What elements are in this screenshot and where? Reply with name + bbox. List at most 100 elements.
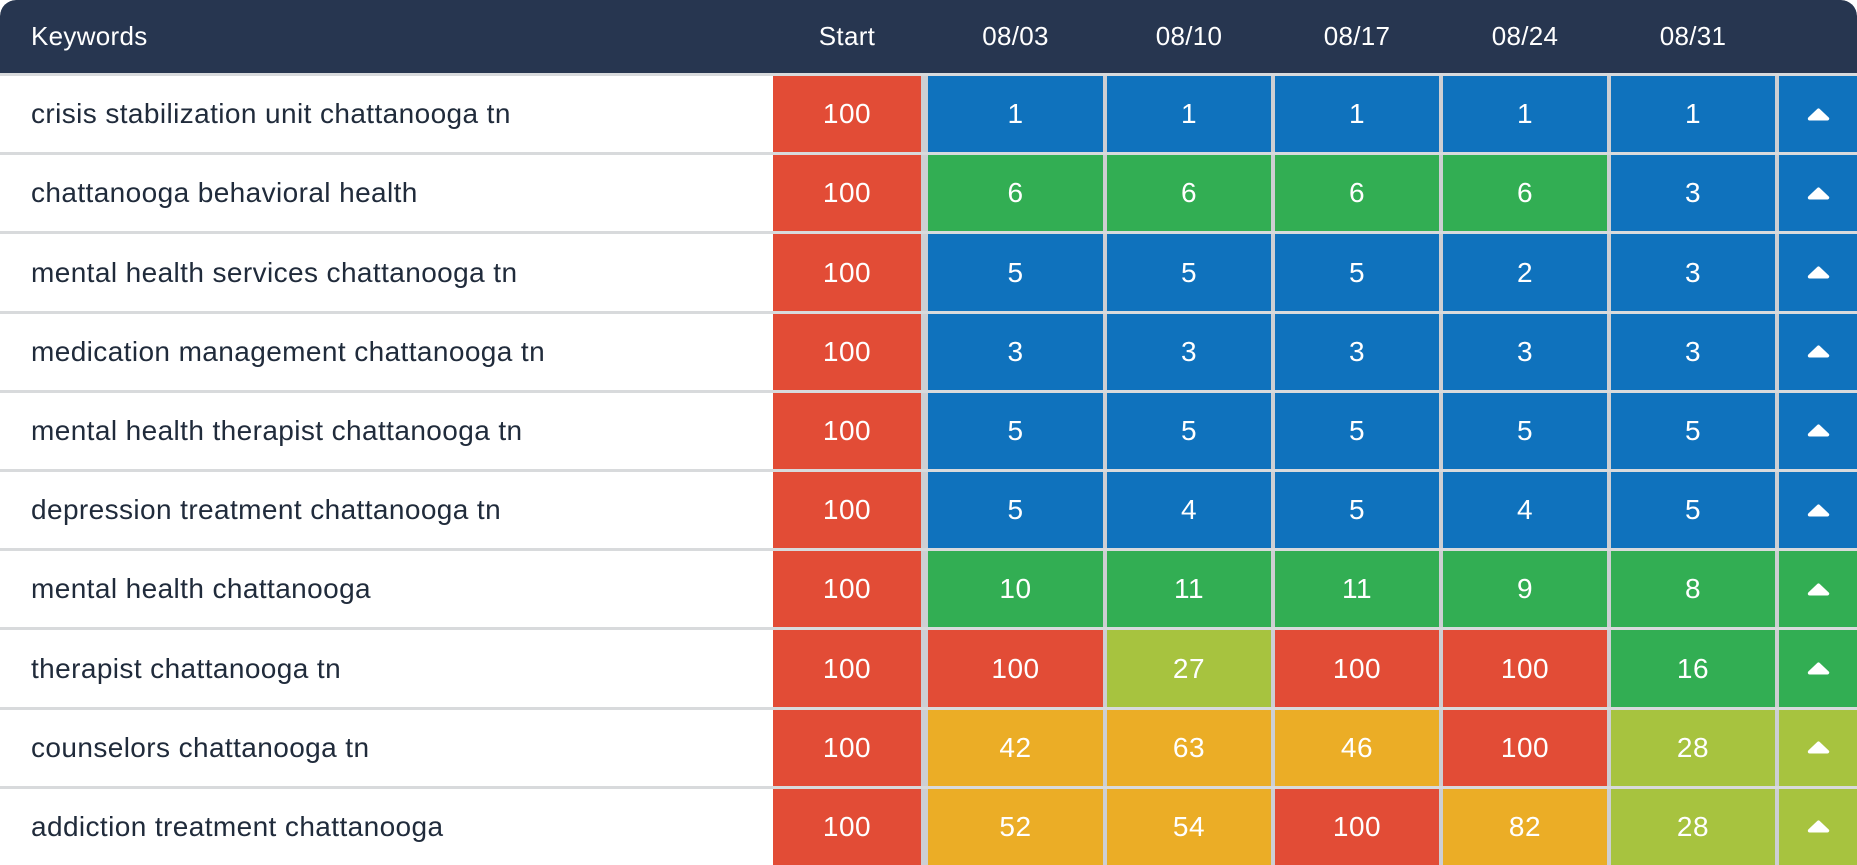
column-header-date-0817: 08/17	[1323, 21, 1391, 51]
table-body: crisis stabilization unit chattanooga tn…	[0, 76, 1857, 865]
rank-cell: 8	[1611, 551, 1775, 628]
rank-cells: 100 3 3 3 3 3	[773, 313, 1857, 390]
table-row: mental health therapist chattanooga tn 10…	[0, 392, 1857, 473]
trend-cell	[1779, 155, 1857, 232]
rank-cell: 100	[1275, 630, 1439, 707]
column-header-keywords: Keywords	[31, 21, 148, 51]
rank-cell: 1	[1107, 76, 1271, 153]
rank-cell: 3	[1611, 234, 1775, 311]
rank-cell: 100	[1443, 709, 1607, 786]
start-rank-cell: 100	[773, 76, 921, 153]
table-row: medication management chattanooga tn 100 3…	[0, 313, 1857, 393]
column-header-date-0803: 08/03	[982, 21, 1049, 51]
trend-cell	[1779, 472, 1857, 549]
trend-cell	[1779, 709, 1857, 786]
rank-cell: 11	[1275, 551, 1439, 628]
table-row: counselors chattanooga tn 100 42 63 46 100 28	[0, 709, 1857, 789]
rank-cell: 46	[1275, 709, 1439, 786]
rank-cell: 28	[1611, 788, 1775, 865]
rank-cell: 1	[928, 76, 1103, 153]
table-row: chattanooga behavioral health 100 6 6 6 6 3	[0, 155, 1857, 235]
rank-cells: 100 1 1 1 1 1	[773, 76, 1857, 153]
rank-cell: 5	[1611, 472, 1775, 549]
rank-cell: 100	[928, 630, 1103, 707]
rank-cell: 28	[1611, 709, 1775, 786]
rank-cell: 5	[1107, 234, 1271, 311]
rank-cell: 54	[1107, 788, 1271, 865]
start-rank-cell: 100	[773, 392, 921, 470]
column-header-date-0824: 08/24	[1491, 21, 1559, 51]
rank-cell: 42	[928, 709, 1103, 786]
up-arrow-icon	[1807, 662, 1829, 675]
keyword-cell: chattanooga behavioral health	[0, 155, 773, 232]
trend-cell	[1779, 788, 1857, 865]
start-rank-cell: 100	[773, 630, 921, 707]
start-rank-cell: 100	[773, 234, 921, 311]
table-row: crisis stabilization unit chattanooga tn…	[0, 76, 1857, 156]
rank-cell: 82	[1443, 788, 1607, 865]
rank-cell: 5	[928, 472, 1103, 549]
start-rank-cell: 100	[773, 551, 921, 628]
rank-cell: 100	[1443, 630, 1607, 707]
table-row: therapist chattanooga tn 100 100 27 100 100 16	[0, 630, 1857, 710]
trend-cell	[1779, 392, 1857, 470]
rank-cell: 9	[1443, 551, 1607, 628]
trend-cell	[1779, 234, 1857, 311]
rank-cell: 3	[1443, 313, 1607, 390]
keyword-cell: medication management chattanooga tn	[0, 313, 773, 390]
keyword-cell: addiction treatment chattanooga	[0, 788, 773, 865]
keyword-cell: counselors chattanooga tn	[0, 709, 773, 786]
rank-cell: 1	[1443, 76, 1607, 153]
up-arrow-icon	[1807, 741, 1829, 754]
rank-cell: 6	[928, 155, 1103, 232]
rank-cell: 5	[1443, 392, 1607, 470]
rank-cell: 4	[1443, 472, 1607, 549]
rank-cell: 11	[1107, 551, 1271, 628]
rank-cell: 5	[928, 392, 1103, 470]
rank-cell: 5	[1275, 472, 1439, 549]
rank-cell: 3	[1275, 313, 1439, 390]
rank-cell: 6	[1275, 155, 1439, 232]
rank-cell: 4	[1107, 472, 1271, 549]
rank-cells: 100 100 27 100 100 16	[773, 630, 1857, 707]
rank-cells: 100 5 5 5 5 5	[773, 392, 1857, 470]
trend-cell	[1779, 313, 1857, 390]
rank-cell: 52	[928, 788, 1103, 865]
trend-cell	[1779, 76, 1857, 153]
rank-cells: 100 52 54 100 82 28	[773, 788, 1857, 865]
rank-cell: 2	[1443, 234, 1607, 311]
rank-cell: 63	[1107, 709, 1271, 786]
start-rank-cell: 100	[773, 472, 921, 549]
rank-cell: 3	[1611, 155, 1775, 232]
trend-cell	[1779, 551, 1857, 628]
table-row: mental health chattanooga 100 10 11 11 9 8	[0, 551, 1857, 631]
rank-cell: 5	[1611, 392, 1775, 470]
trend-cell	[1779, 630, 1857, 707]
rank-cells: 100 10 11 11 9 8	[773, 551, 1857, 628]
rank-cell: 1	[1275, 76, 1439, 153]
up-arrow-icon	[1807, 345, 1829, 358]
rank-cell: 5	[1275, 234, 1439, 311]
keyword-cell: depression treatment chattanooga tn	[0, 472, 773, 549]
rank-cells: 100 5 4 5 4 5	[773, 472, 1857, 549]
rank-cell: 100	[1275, 788, 1439, 865]
rank-cells: 100 5 5 5 2 3	[773, 234, 1857, 311]
rank-cell: 1	[1611, 76, 1775, 153]
up-arrow-icon	[1807, 504, 1829, 517]
start-rank-cell: 100	[773, 313, 921, 390]
up-arrow-icon	[1807, 583, 1829, 596]
rank-cell: 6	[1107, 155, 1271, 232]
keyword-cell: mental health services chattanooga tn	[0, 234, 773, 311]
up-arrow-icon	[1807, 820, 1829, 833]
table-header-row: Keywords Start 08/03 08/10 08/17 08/24 0…	[0, 0, 1857, 76]
keyword-cell: therapist chattanooga tn	[0, 630, 773, 707]
rank-cell: 3	[928, 313, 1103, 390]
rank-cell: 10	[928, 551, 1103, 628]
column-header-date-0810: 08/10	[1155, 21, 1223, 51]
table-row: mental health services chattanooga tn 100…	[0, 234, 1857, 314]
keyword-cell: crisis stabilization unit chattanooga tn	[0, 76, 773, 153]
up-arrow-icon	[1807, 424, 1829, 437]
rank-cells: 100 6 6 6 6 3	[773, 155, 1857, 232]
start-rank-cell: 100	[773, 709, 921, 786]
